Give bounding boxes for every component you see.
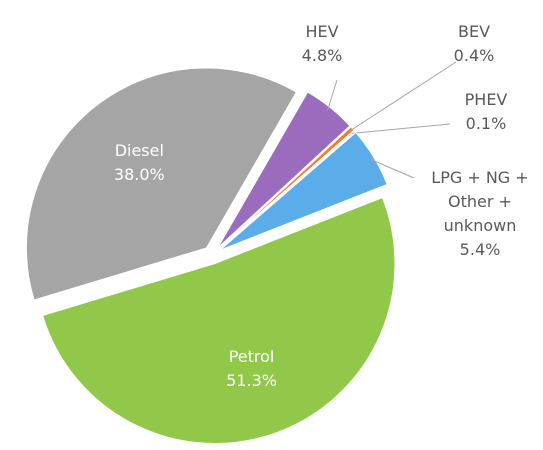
- value-label: 5.4%: [459, 240, 501, 259]
- slice-label: Petrol 51.3%: [226, 345, 277, 393]
- pie-slice: [42, 196, 396, 444]
- category: HEV: [305, 22, 339, 41]
- slice-label: Diesel 38.0%: [114, 139, 165, 187]
- category: PHEV: [464, 90, 508, 109]
- value-label: 51.3%: [226, 370, 277, 390]
- value-label: 0.1%: [465, 114, 507, 133]
- value-label: 0.4%: [453, 46, 495, 65]
- leader-line: [370, 158, 415, 179]
- slice-label: BEV 0.4%: [454, 20, 495, 68]
- pie-slice: [217, 91, 351, 249]
- slice-label: HEV 4.8%: [302, 20, 343, 68]
- value-label: 38.0%: [113, 165, 165, 185]
- slice-label: PHEV 0.1%: [465, 88, 508, 136]
- slice-label: LPG + NG + Other + unknown 5.4%: [425, 166, 535, 262]
- pie-slice: [219, 131, 388, 251]
- leader-line: [349, 61, 457, 132]
- leader-line: [327, 79, 338, 111]
- category: Petrol: [228, 346, 275, 366]
- category: BEV: [457, 22, 491, 41]
- pie-slice: [218, 129, 356, 250]
- category: Diesel: [114, 141, 164, 161]
- pie-slice: [25, 67, 298, 301]
- category: LPG + NG + Other + unknown: [431, 168, 529, 235]
- leader-line: [351, 123, 451, 134]
- value-label: 4.8%: [301, 46, 343, 65]
